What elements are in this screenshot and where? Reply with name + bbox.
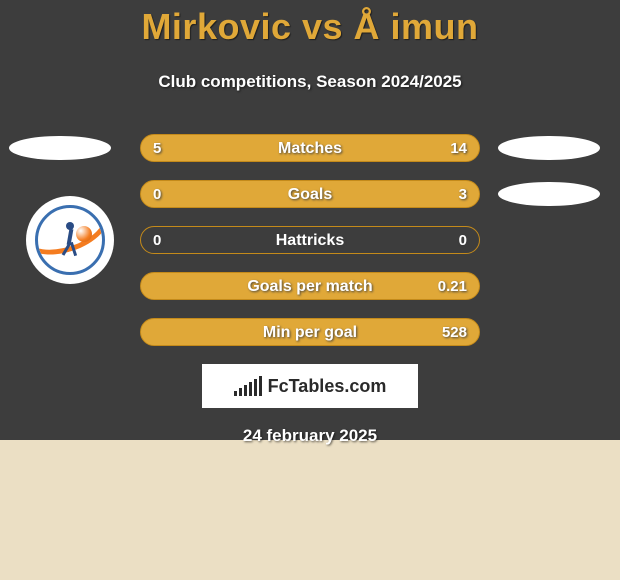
stat-value-right: 14 [450,135,467,161]
stat-row-goals_per_match: Goals per match0.21 [0,272,620,300]
player-right-badge [498,182,600,206]
brand-badge: FcTables.com [202,364,418,408]
club-badge-left [26,196,114,284]
stat-value-left: 0 [153,181,161,207]
stat-value-left: 0 [153,227,161,253]
stat-rows: Matches514Goals03Hattricks00Goals per ma… [0,134,620,346]
stat-row-min_per_goal: Min per goal528 [0,318,620,346]
player-left-badge [9,136,111,160]
brand-text: FcTables.com [268,376,387,397]
stat-row-matches: Matches5 14 [0,134,620,162]
brand-bars-icon [234,376,262,396]
stat-pill-min_per_goal: Min per goal528 [140,318,480,346]
stat-label: Goals per match [141,273,479,299]
stat-label: Matches [141,135,479,161]
stat-value-right: 528 [442,319,467,345]
stat-pill-hattricks: Hattricks0 0 [140,226,480,254]
stat-label: Min per goal [141,319,479,345]
date-label: 24 february 2025 [0,426,620,446]
page-title: Mirkovic vs Å imun [0,6,620,48]
stat-value-right: 0 [459,227,467,253]
stat-pill-goals: Goals0 3 [140,180,480,208]
stat-value-right: 3 [459,181,467,207]
stat-value-left: 5 [153,135,161,161]
stat-label: Hattricks [141,227,479,253]
stat-row-hattricks: Hattricks0 0 [0,226,620,254]
comparison-card: Mirkovic vs Å imun Club competitions, Se… [0,0,620,446]
stat-value-right: 0.21 [438,273,467,299]
stat-pill-goals_per_match: Goals per match0.21 [140,272,480,300]
subtitle: Club competitions, Season 2024/2025 [0,72,620,92]
stat-pill-matches: Matches5 14 [140,134,480,162]
player-right-badge [498,136,600,160]
club-icon [35,205,105,275]
stat-label: Goals [141,181,479,207]
background-light [0,440,620,580]
